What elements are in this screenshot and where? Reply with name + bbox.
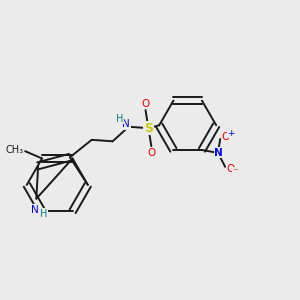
Text: S: S — [144, 122, 153, 135]
Text: N: N — [122, 119, 130, 129]
Text: H: H — [116, 114, 123, 124]
Text: N: N — [214, 148, 223, 158]
Text: H: H — [40, 209, 47, 219]
Text: N: N — [31, 205, 39, 215]
Text: O: O — [147, 148, 155, 158]
Text: O: O — [221, 132, 230, 142]
Text: O: O — [141, 99, 150, 109]
Text: +: + — [228, 129, 235, 138]
Text: O: O — [226, 164, 235, 174]
Text: ⁻: ⁻ — [232, 168, 238, 178]
Text: CH₃: CH₃ — [6, 145, 24, 155]
